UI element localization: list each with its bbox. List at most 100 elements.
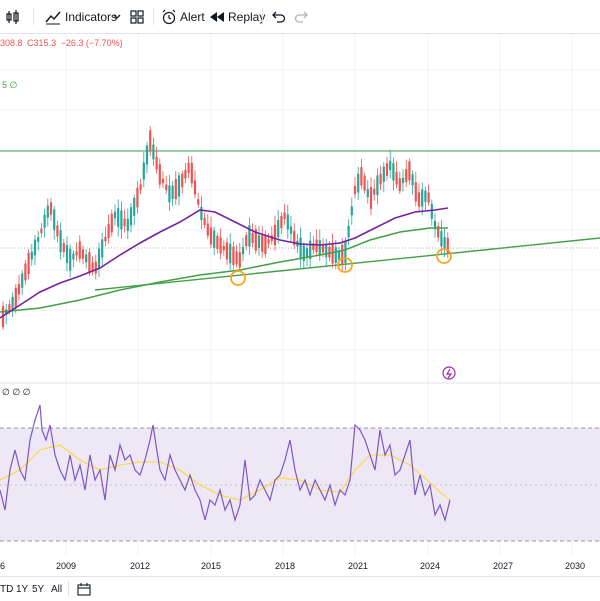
redo-button[interactable] bbox=[294, 0, 310, 33]
candle-body bbox=[75, 251, 78, 256]
candle-body bbox=[385, 163, 389, 176]
candle-body bbox=[254, 229, 257, 251]
candle-body bbox=[117, 208, 120, 227]
low-value: 308.8 bbox=[0, 38, 23, 48]
layouts-button[interactable] bbox=[128, 0, 146, 33]
candle-body bbox=[107, 223, 110, 239]
range-1y[interactable]: 1Y bbox=[16, 583, 29, 595]
replay-button[interactable]: Replay bbox=[208, 0, 265, 33]
x-axis-label: 2009 bbox=[56, 561, 76, 571]
undo-icon bbox=[272, 11, 286, 23]
candle-body bbox=[213, 230, 216, 248]
candle-body bbox=[81, 249, 85, 259]
candle-body bbox=[142, 162, 145, 180]
candle-body bbox=[200, 206, 203, 221]
indicators-button[interactable]: Indicators bbox=[44, 0, 117, 33]
candle-body bbox=[321, 245, 325, 253]
bottom-toolbar: TD 1Y 5Y All bbox=[0, 576, 600, 601]
candle-body bbox=[318, 240, 321, 255]
alarm-clock-icon bbox=[162, 9, 176, 24]
candle-body bbox=[309, 240, 312, 259]
alert-label: Alert bbox=[180, 9, 205, 24]
candle-body bbox=[216, 235, 219, 249]
indicators-label: Indicators bbox=[65, 9, 118, 24]
candle-body bbox=[395, 171, 398, 185]
candle-body bbox=[392, 163, 395, 181]
candle-body bbox=[334, 247, 337, 263]
candle-body bbox=[414, 182, 417, 202]
candle-body bbox=[366, 189, 369, 198]
x-axis-label: 2021 bbox=[348, 561, 368, 571]
candle-body bbox=[152, 144, 155, 160]
candle-body bbox=[299, 237, 302, 260]
candle-body bbox=[363, 175, 366, 191]
candle-body bbox=[62, 243, 65, 253]
candle-body bbox=[187, 162, 190, 173]
candle-body bbox=[94, 261, 97, 274]
date-range-button[interactable] bbox=[76, 577, 92, 601]
candle-body bbox=[325, 243, 328, 258]
range-all[interactable]: All bbox=[51, 583, 63, 595]
candle-body bbox=[149, 130, 152, 152]
short-moving-average bbox=[0, 207, 449, 319]
ascending-trendline[interactable] bbox=[94, 237, 600, 291]
candle-body bbox=[8, 304, 11, 312]
x-axis-label: 2024 bbox=[420, 561, 440, 571]
candle-body bbox=[273, 224, 277, 246]
candle-body bbox=[389, 160, 392, 171]
range-5y[interactable]: 5Y bbox=[32, 583, 45, 595]
candle-body bbox=[398, 178, 401, 192]
candle-body bbox=[373, 188, 376, 195]
candle-body bbox=[78, 241, 81, 259]
candle-body bbox=[360, 167, 363, 186]
flash-icon[interactable] bbox=[442, 366, 456, 380]
indicators-dropdown[interactable] bbox=[111, 0, 123, 33]
candle-body bbox=[401, 177, 405, 184]
candle-body bbox=[286, 214, 289, 230]
candle-body bbox=[30, 251, 33, 260]
candle-body bbox=[161, 178, 165, 184]
candle-body bbox=[85, 254, 88, 263]
candle-body bbox=[264, 235, 267, 255]
candle-body bbox=[369, 187, 373, 209]
candle-body bbox=[379, 173, 382, 185]
candle-body bbox=[165, 184, 168, 191]
candle-body bbox=[56, 225, 59, 237]
undo-button[interactable] bbox=[270, 0, 286, 33]
alert-button[interactable]: Alert bbox=[160, 0, 205, 33]
candle-body bbox=[283, 212, 286, 220]
candle-body bbox=[289, 226, 293, 234]
range-td[interactable]: TD bbox=[0, 583, 14, 595]
candle-body bbox=[405, 169, 408, 183]
candle-body bbox=[417, 192, 421, 207]
candle-body bbox=[280, 216, 283, 229]
rsi-legend: ∅ ∅ ∅ bbox=[2, 387, 31, 397]
candle-body bbox=[350, 206, 353, 216]
calendar-icon bbox=[77, 583, 91, 596]
candle-body bbox=[136, 187, 139, 208]
candle-body bbox=[424, 190, 427, 202]
candle-body bbox=[225, 242, 229, 260]
candle-body bbox=[177, 175, 181, 197]
candle-body bbox=[203, 217, 206, 226]
candle-body bbox=[174, 179, 177, 200]
candle-body bbox=[305, 248, 309, 258]
candles-icon bbox=[6, 9, 19, 24]
candle-body bbox=[382, 166, 385, 182]
candle-body bbox=[21, 273, 24, 288]
candle-body bbox=[171, 185, 174, 200]
candle-body bbox=[248, 225, 251, 247]
candle-body bbox=[408, 161, 411, 181]
candle-body bbox=[40, 228, 43, 234]
candle-body bbox=[206, 223, 209, 236]
redo-icon bbox=[294, 11, 308, 23]
chart-type-button[interactable] bbox=[2, 0, 24, 33]
candle-body bbox=[193, 180, 197, 195]
candle-body bbox=[97, 248, 101, 268]
candle-body bbox=[315, 239, 318, 253]
candle-body bbox=[341, 245, 344, 265]
candle-body bbox=[129, 207, 133, 226]
candle-body bbox=[113, 211, 117, 219]
candle-body bbox=[5, 309, 8, 315]
x-axis-label: 2018 bbox=[275, 561, 295, 571]
